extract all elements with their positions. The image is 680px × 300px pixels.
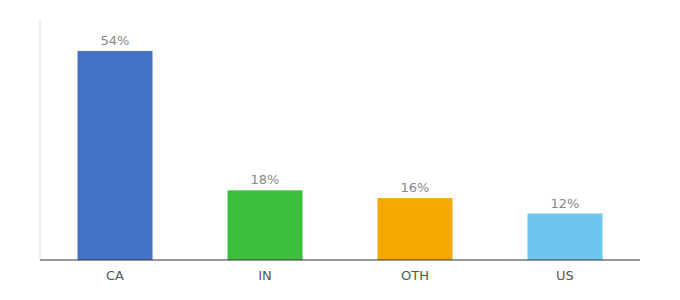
x-tick-label: IN (258, 268, 272, 283)
x-tick-label: US (556, 268, 574, 283)
x-axis-line (40, 260, 640, 261)
chart: CA IN OTH US 54% 18% 16% 12% (0, 0, 680, 300)
x-tick-label: CA (106, 268, 124, 283)
x-tick-label: OTH (401, 268, 429, 283)
data-label: 18% (251, 172, 280, 187)
y-axis-line (40, 20, 41, 260)
bar (528, 214, 603, 260)
data-label: 54% (101, 33, 130, 48)
chart-container: CA IN OTH US 54% 18% 16% 12% (0, 0, 680, 300)
data-label: 12% (551, 196, 580, 211)
data-label: 16% (401, 180, 430, 195)
bar (78, 51, 153, 260)
bars (78, 51, 603, 260)
bar (228, 190, 303, 260)
bar (378, 198, 453, 260)
